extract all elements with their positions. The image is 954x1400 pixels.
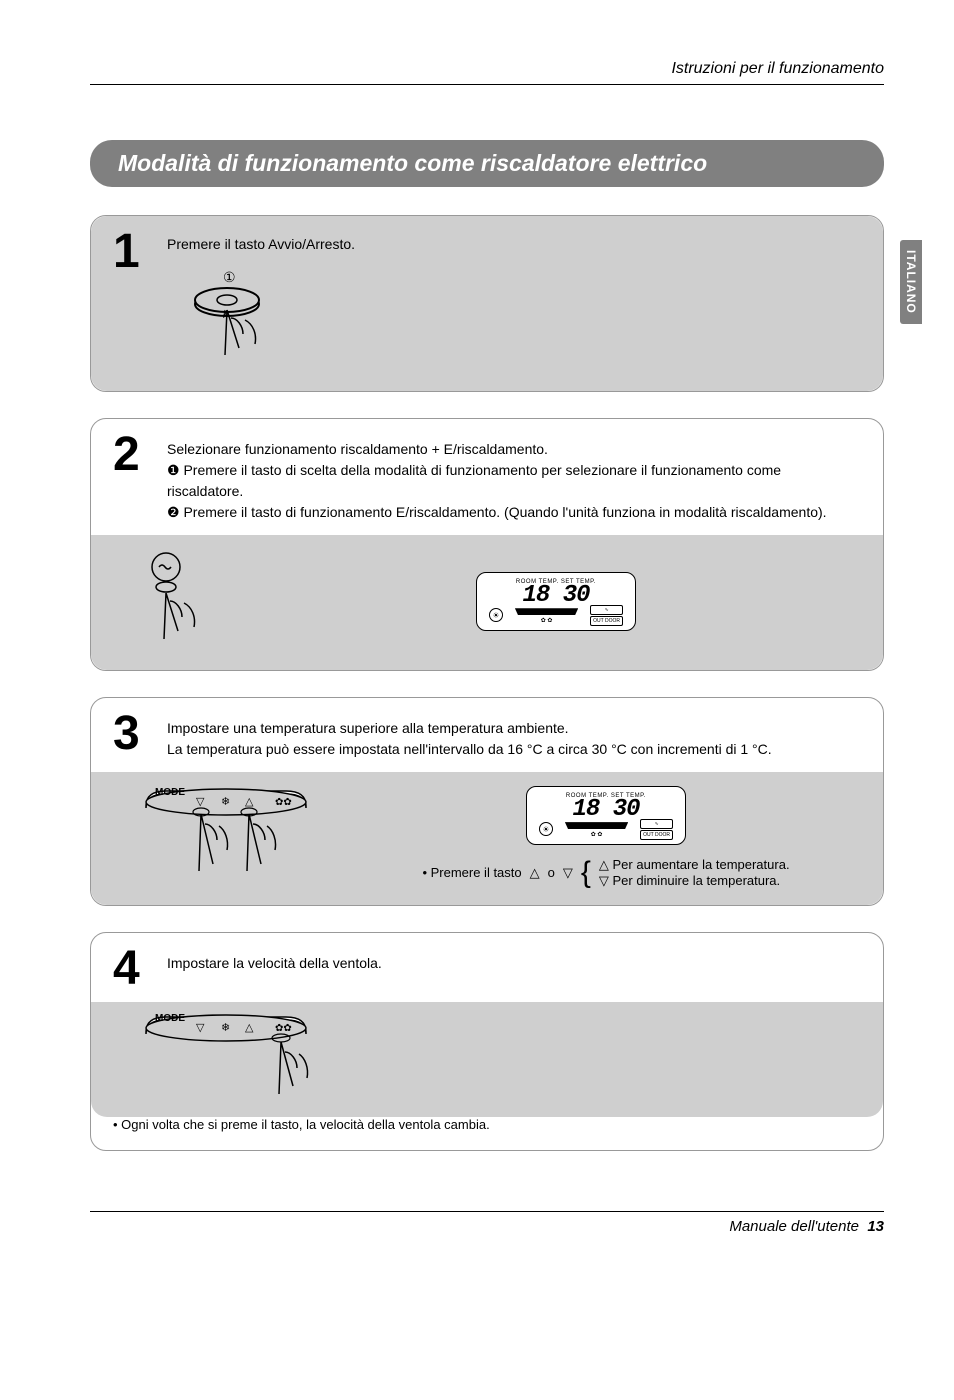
step-number: 2 (113, 433, 151, 476)
step-number: 1 (113, 230, 151, 273)
sun-icon: ☀ (539, 822, 553, 836)
wave-icon: ∿ (640, 819, 673, 829)
svg-text:❄: ❄ (221, 1022, 230, 1034)
step-1: 1 Premere il tasto Avvio/Arresto. ① (90, 215, 884, 392)
step-2-intro: Selezionare funzionamento riscaldamento … (167, 439, 861, 460)
mode-bar-illustration: MODE ▽ ❄ △ ✿✿ (141, 1012, 311, 1107)
step-3-press: • Premere il tasto (422, 865, 521, 880)
svg-text:▽: ▽ (196, 796, 205, 808)
svg-text:✿✿: ✿✿ (275, 797, 292, 808)
section-title-pill: Modalità di funzionamento come riscaldat… (90, 140, 884, 187)
step-3-line-2: La temperatura può essere impostata nell… (167, 739, 861, 760)
step-3-line-1: Impostare una temperatura superiore alla… (167, 718, 861, 739)
section-title: Modalità di funzionamento come riscaldat… (118, 150, 707, 176)
step-4-note: • Ogni volta che si preme il tasto, la v… (113, 1117, 861, 1132)
step-number: 4 (113, 947, 151, 990)
svg-text:①: ① (223, 270, 236, 285)
outdoor-label: OUT DOOR (590, 616, 623, 626)
footer-page: 13 (867, 1218, 884, 1235)
svg-text:✿✿: ✿✿ (275, 1023, 292, 1034)
svg-text:△: △ (245, 1022, 254, 1034)
step-4-text: Impostare la velocità della ventola. (167, 947, 861, 974)
step-2-bullet-2: ❷ Premere il tasto di funzionamento E/ri… (167, 502, 861, 523)
header-breadcrumb: Istruzioni per il funzionamento (90, 60, 884, 85)
triangle-down-icon: ▽ (599, 873, 613, 888)
display-digits: 18 30 (489, 585, 623, 607)
step-4: 4 Impostare la velocità della ventola. M… (90, 932, 884, 1151)
svg-text:△: △ (245, 796, 254, 808)
power-button-illustration: ① (187, 270, 277, 375)
display-digits: 18 30 (539, 799, 673, 821)
remote-display: ROOM TEMP. SET TEMP. 18 30 ☀ ✿ ✿ ∿ OUT D… (526, 786, 686, 845)
svg-text:MODE: MODE (155, 787, 185, 798)
wave-icon: ∿ (590, 605, 623, 615)
svg-text:▽: ▽ (196, 1022, 205, 1034)
step-3-up: Per aumentare la temperatura. (613, 857, 790, 872)
step-2-bullet-1: ❶ Premere il tasto di scelta della modal… (167, 460, 861, 502)
step-2: 2 Selezionare funzionamento riscaldament… (90, 418, 884, 671)
sun-icon: ☀ (489, 608, 503, 622)
triangle-down-icon: ▽ (563, 865, 573, 881)
language-tab: ITALIANO (900, 240, 922, 324)
step-3-or: o (548, 865, 555, 880)
svg-text:❄: ❄ (221, 796, 230, 808)
mode-bar-illustration: MODE ▽ ❄ △ ✿✿ (141, 786, 311, 886)
triangle-up-icon: △ (599, 857, 613, 872)
step-number: 3 (113, 712, 151, 755)
step-1-text: Premere il tasto Avvio/Arresto. (167, 230, 861, 252)
outdoor-label: OUT DOOR (640, 830, 673, 840)
page-footer: Manuale dell'utente 13 (90, 1211, 884, 1235)
step-3: 3 Impostare una temperatura superiore al… (90, 697, 884, 906)
triangle-up-icon: △ (530, 865, 540, 881)
brace-icon: { (581, 861, 591, 885)
footer-text: Manuale dell'utente (729, 1218, 859, 1235)
remote-display: ROOM TEMP. SET TEMP. 18 30 ☀ ✿ ✿ ∿ OUT D… (476, 572, 636, 631)
svg-text:MODE: MODE (155, 1013, 185, 1024)
eheat-button-illustration (131, 549, 211, 654)
step-3-down: Per diminuire la temperatura. (613, 873, 781, 888)
